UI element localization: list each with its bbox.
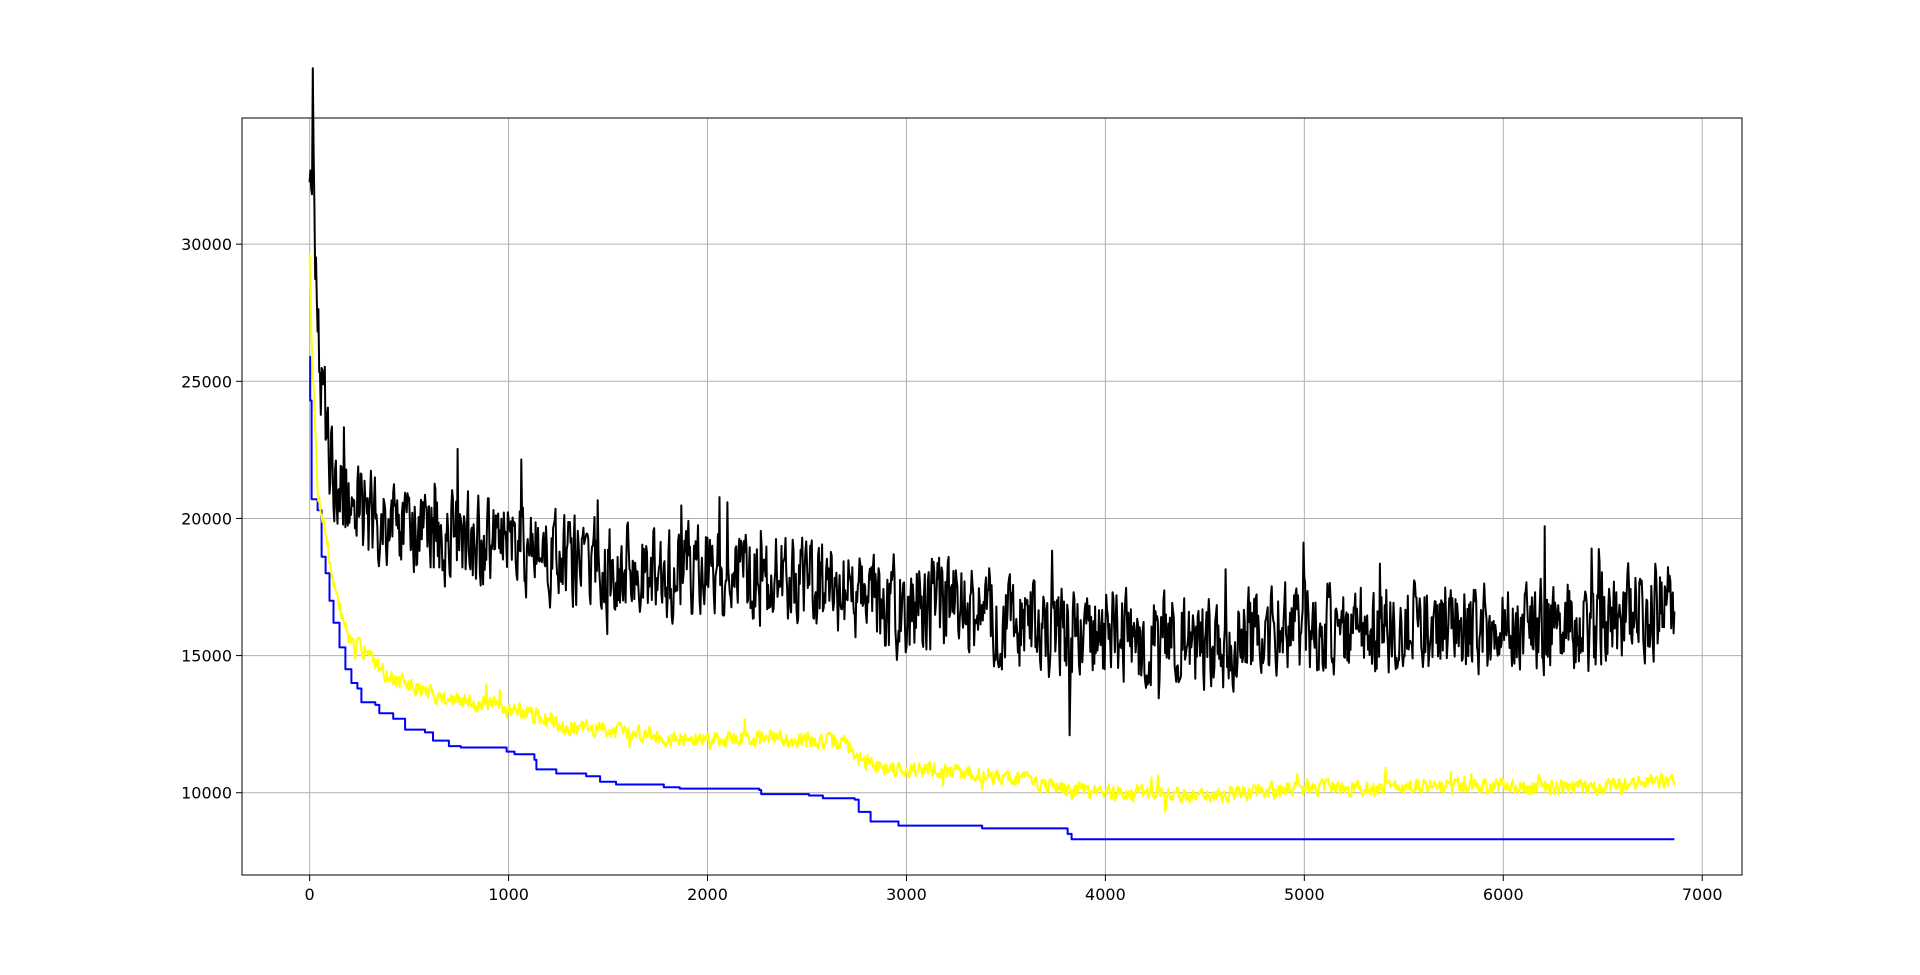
x-tick-label: 1000 <box>488 885 529 904</box>
x-tick-label: 6000 <box>1483 885 1524 904</box>
y-tick-label: 30000 <box>181 235 232 254</box>
ticks: 0 1000 2000 3000 4000 5000 6000 7000 10000 15000 2… <box>181 235 1722 904</box>
series-line-2 <box>308 253 1676 814</box>
x-tick-label: 7000 <box>1682 885 1723 904</box>
y-tick-label: 20000 <box>181 509 232 528</box>
y-tick-label: 15000 <box>181 647 232 666</box>
x-tick-label: 0 <box>305 885 315 904</box>
series-line-3 <box>308 67 1676 737</box>
x-tick-label: 5000 <box>1284 885 1325 904</box>
plot-area-frame <box>241 117 1743 876</box>
x-tick-label: 3000 <box>886 885 927 904</box>
y-tick-label: 10000 <box>181 784 232 803</box>
series-group <box>308 67 1676 841</box>
series-line-1 <box>309 355 1675 841</box>
y-tick-label: 25000 <box>181 372 232 391</box>
grid <box>242 118 1742 875</box>
x-tick-label: 2000 <box>687 885 728 904</box>
x-tick-label: 4000 <box>1085 885 1126 904</box>
